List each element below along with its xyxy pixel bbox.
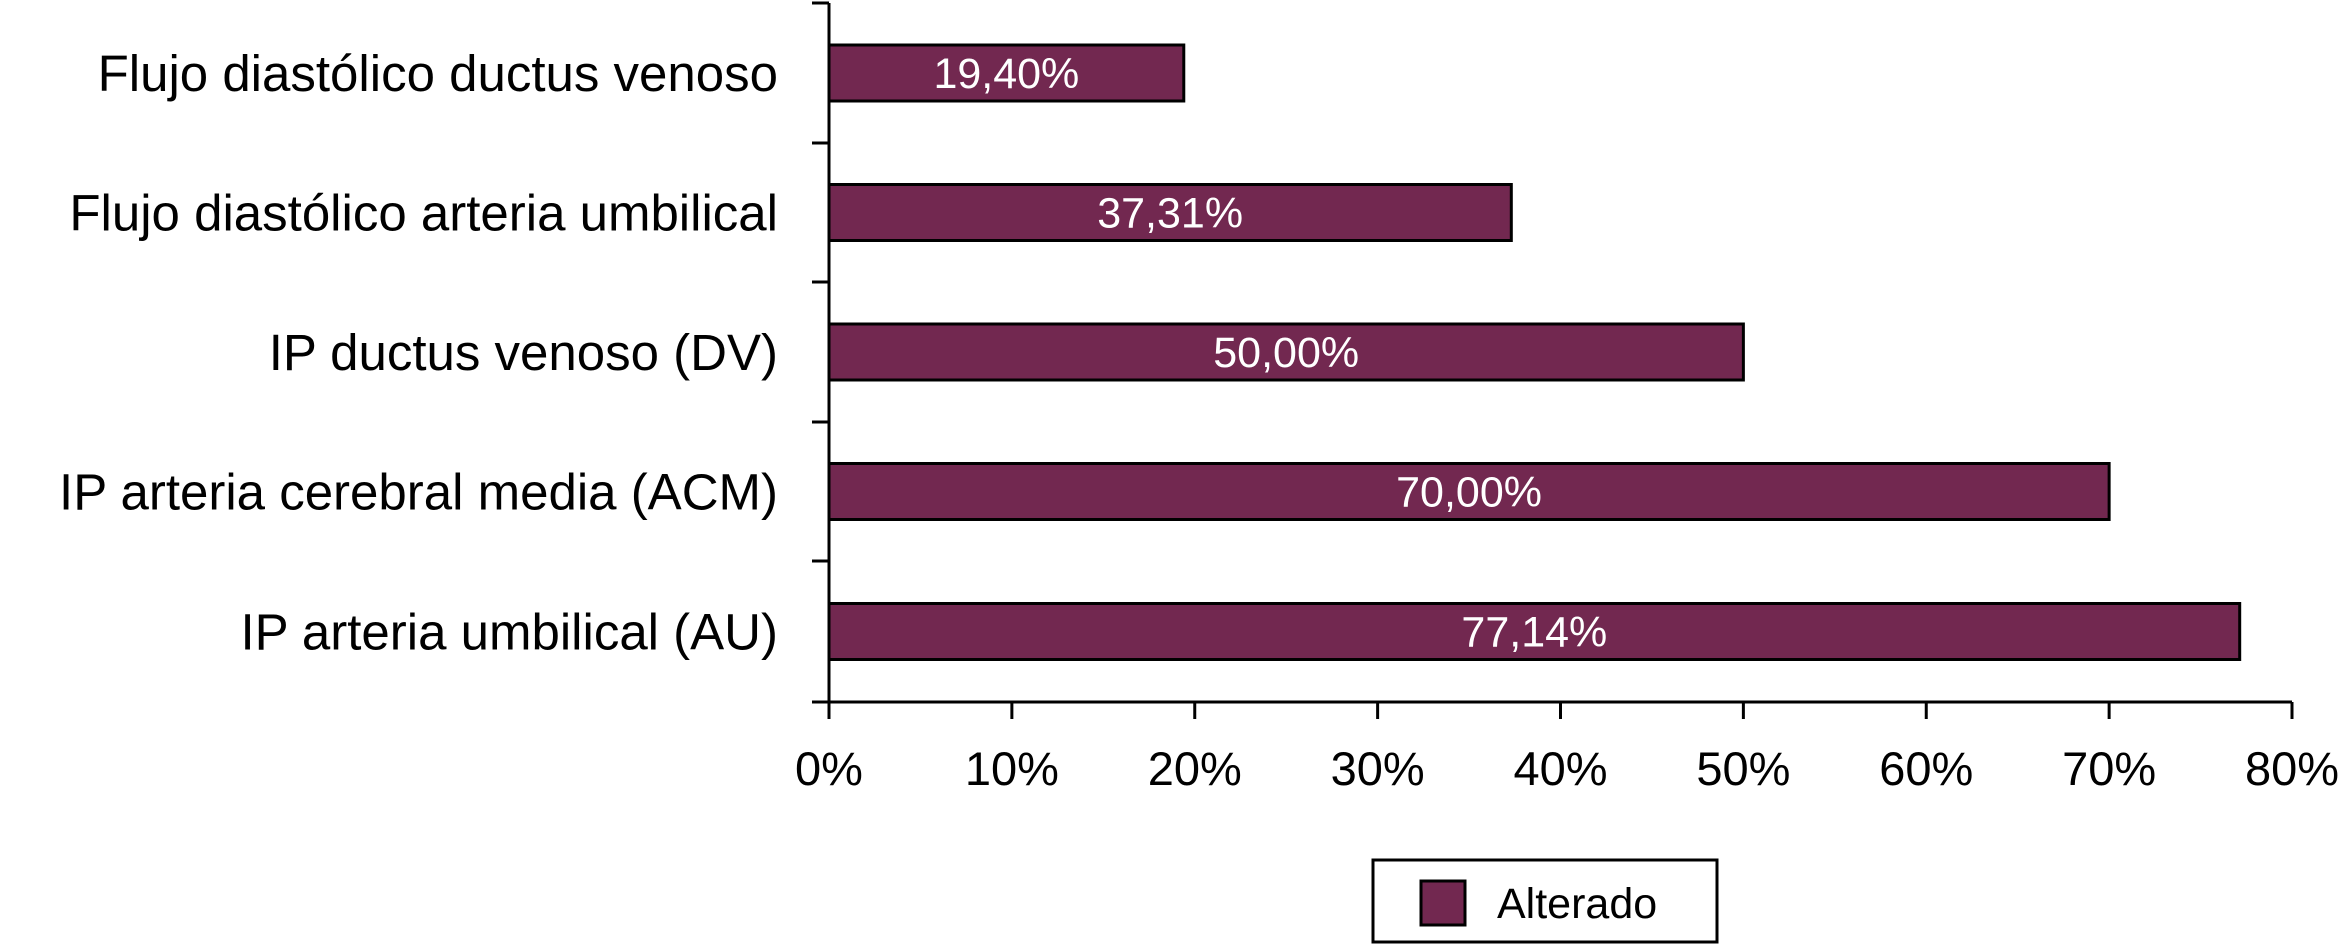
x-tick-label: 70%: [2062, 742, 2156, 795]
data-label: 37,31%: [1097, 190, 1243, 238]
category-label: IP arteria cerebral media (ACM): [59, 464, 778, 521]
x-tick-label: 10%: [965, 742, 1059, 795]
x-tick-label: 30%: [1331, 742, 1425, 795]
axes-layer: [812, 1, 2294, 719]
x-tick-label: 40%: [1513, 742, 1607, 795]
category-label: Flujo diastólico ductus venoso: [98, 45, 778, 102]
data-label: 70,00%: [1396, 469, 1542, 517]
x-tick-label: 50%: [1696, 742, 1790, 795]
bar: [827, 462, 2111, 521]
x-tick-label: 20%: [1148, 742, 1242, 795]
legend: Alterado: [1371, 858, 1719, 944]
legend-label: Alterado: [1497, 880, 1657, 928]
x-tick-label: 60%: [1879, 742, 1973, 795]
bar: [827, 602, 2242, 661]
data-label: 77,14%: [1461, 609, 1607, 657]
bar: [827, 183, 1513, 242]
legend-swatch: [1419, 879, 1467, 927]
bars-layer: [827, 43, 2242, 661]
labels-layer: 19,40% Flujo diastólico ductus venoso 37,3…: [59, 45, 2339, 795]
data-label: 19,40%: [933, 50, 1079, 98]
category-label: IP arteria umbilical (AU): [240, 604, 778, 661]
data-label: 50,00%: [1213, 329, 1359, 377]
category-label: IP ductus venoso (DV): [269, 324, 778, 381]
category-label: Flujo diastólico arteria umbilical: [69, 185, 778, 242]
x-tick-label: 80%: [2245, 742, 2339, 795]
bar: [827, 322, 1745, 382]
x-tick-label: 0%: [795, 742, 863, 795]
